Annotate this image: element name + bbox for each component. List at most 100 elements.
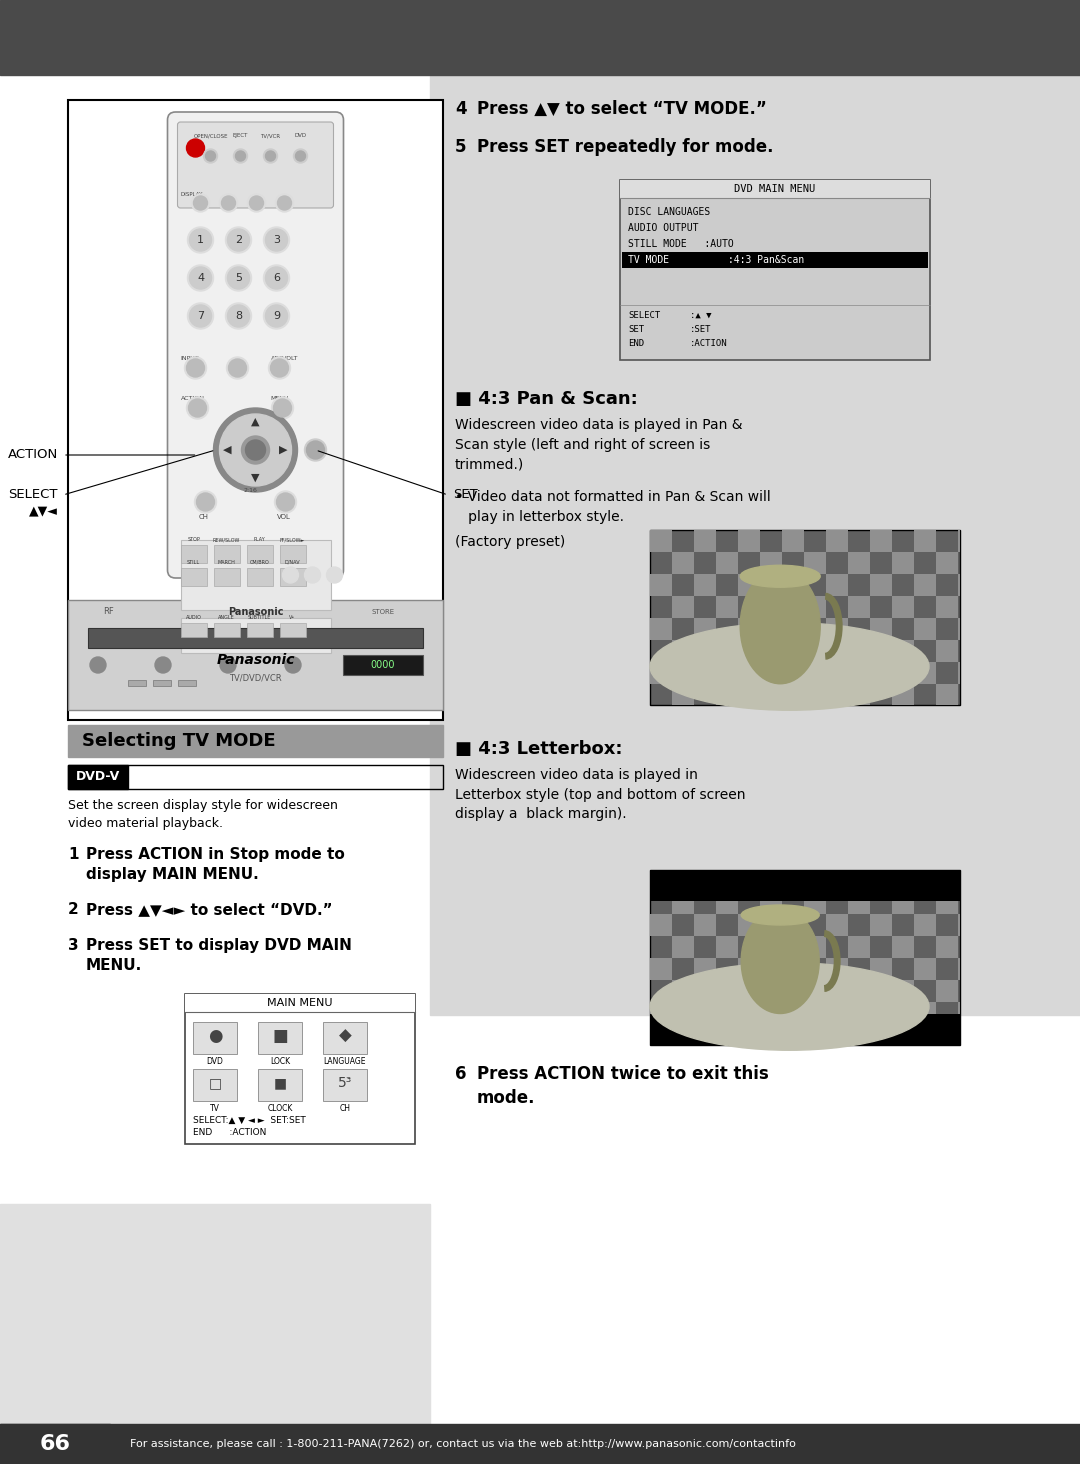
Text: Press SET to display DVD MAIN
MENU.: Press SET to display DVD MAIN MENU. xyxy=(86,938,352,972)
Bar xyxy=(914,574,936,596)
Bar xyxy=(672,552,694,574)
Text: 1: 1 xyxy=(68,848,79,862)
Text: FF/SLOW►: FF/SLOW► xyxy=(280,537,306,542)
Bar xyxy=(848,935,870,957)
Text: ANGLE: ANGLE xyxy=(218,615,234,619)
Text: (Factory preset): (Factory preset) xyxy=(455,534,565,549)
Bar xyxy=(650,574,672,596)
Bar xyxy=(650,870,960,1045)
Ellipse shape xyxy=(741,909,820,1013)
Circle shape xyxy=(156,657,171,673)
Text: □: □ xyxy=(208,1076,221,1091)
Bar xyxy=(129,679,146,687)
Circle shape xyxy=(274,490,297,512)
Circle shape xyxy=(90,657,106,673)
Ellipse shape xyxy=(740,568,820,684)
Text: TV: TV xyxy=(211,1104,220,1113)
Bar xyxy=(214,545,240,564)
Bar xyxy=(782,870,804,892)
Bar xyxy=(826,530,848,552)
Bar xyxy=(672,1023,694,1045)
Bar xyxy=(892,1023,914,1045)
Text: 8: 8 xyxy=(235,310,242,321)
Circle shape xyxy=(187,359,204,378)
Bar xyxy=(672,684,694,706)
Text: RF: RF xyxy=(103,608,113,616)
Bar xyxy=(782,574,804,596)
Text: 3: 3 xyxy=(68,938,79,953)
Bar xyxy=(716,596,738,618)
Bar xyxy=(650,870,960,900)
Bar xyxy=(804,596,826,618)
Text: DVD MAIN MENU: DVD MAIN MENU xyxy=(734,184,815,195)
Text: SELECT: SELECT xyxy=(9,489,58,502)
Bar xyxy=(936,892,958,914)
Text: SUBTITLE: SUBTITLE xyxy=(247,615,271,619)
Bar xyxy=(892,640,914,662)
Circle shape xyxy=(194,490,216,512)
Bar xyxy=(738,957,760,979)
Circle shape xyxy=(229,359,246,378)
Bar xyxy=(258,1069,302,1101)
Text: CM/BRO: CM/BRO xyxy=(249,561,269,565)
Circle shape xyxy=(220,657,237,673)
Circle shape xyxy=(270,359,288,378)
Bar xyxy=(430,75,1080,1015)
Text: 4: 4 xyxy=(197,272,204,283)
Bar xyxy=(672,596,694,618)
Bar xyxy=(804,1023,826,1045)
Bar xyxy=(958,574,960,596)
Circle shape xyxy=(189,266,212,288)
Bar xyxy=(848,552,870,574)
Text: Widescreen video data is played in
Letterbox style (top and bottom of screen
dis: Widescreen video data is played in Lette… xyxy=(455,769,745,821)
Text: :SET: :SET xyxy=(690,325,712,334)
Bar xyxy=(716,979,738,1001)
Text: MAIN MENU: MAIN MENU xyxy=(267,998,333,1009)
Circle shape xyxy=(188,227,214,253)
Text: AUDIO OUTPUT: AUDIO OUTPUT xyxy=(627,223,699,233)
Ellipse shape xyxy=(650,963,929,1050)
Circle shape xyxy=(247,195,266,212)
Circle shape xyxy=(266,305,287,326)
Text: ■ 4:3 Letterbox:: ■ 4:3 Letterbox: xyxy=(455,739,622,758)
Circle shape xyxy=(187,397,208,419)
Bar xyxy=(650,1001,672,1023)
Bar xyxy=(193,1022,237,1054)
Text: ▶: ▶ xyxy=(280,445,287,455)
Circle shape xyxy=(228,228,249,250)
Text: TV/DVD/VCR: TV/DVD/VCR xyxy=(229,673,282,682)
Text: DVD: DVD xyxy=(206,1057,224,1066)
Bar xyxy=(622,252,928,268)
Bar xyxy=(68,766,443,789)
Bar xyxy=(716,892,738,914)
Text: CH: CH xyxy=(339,1104,351,1113)
Bar xyxy=(958,957,960,979)
Bar xyxy=(323,1069,367,1101)
Text: :▲ ▼: :▲ ▼ xyxy=(690,310,712,321)
Bar xyxy=(870,662,892,684)
Bar xyxy=(716,552,738,574)
Bar xyxy=(738,530,760,552)
Circle shape xyxy=(193,196,207,209)
Circle shape xyxy=(266,151,275,161)
Text: ◀: ◀ xyxy=(224,445,232,455)
Bar xyxy=(936,935,958,957)
Bar xyxy=(280,568,306,586)
Text: ■: ■ xyxy=(273,1076,286,1091)
Bar xyxy=(258,1022,302,1054)
Circle shape xyxy=(264,227,289,253)
Text: END      :ACTION: END :ACTION xyxy=(193,1127,267,1138)
Bar xyxy=(68,725,443,757)
Bar xyxy=(672,935,694,957)
Circle shape xyxy=(188,303,214,329)
Bar xyxy=(87,628,423,649)
Bar xyxy=(180,618,330,653)
Text: Panasonic: Panasonic xyxy=(228,608,283,616)
Text: V•: V• xyxy=(289,615,296,619)
Text: ◆: ◆ xyxy=(339,1028,351,1045)
Ellipse shape xyxy=(740,565,820,587)
Bar xyxy=(650,870,672,892)
Bar xyxy=(185,994,415,1012)
Circle shape xyxy=(228,305,249,326)
Circle shape xyxy=(283,567,298,583)
